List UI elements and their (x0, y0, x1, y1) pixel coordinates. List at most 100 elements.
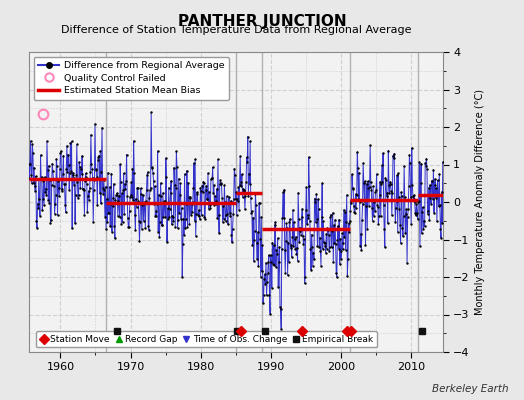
Point (59, 152, 68, 159)
Point (201, 216, 209, 222)
Point (308, 244, 316, 251)
Point (261, 281, 269, 287)
Point (91, 120, 99, 127)
Point (335, 261, 344, 267)
Point (422, 162, 430, 169)
Point (344, 220, 353, 227)
Point (378, 162, 386, 168)
Point (274, 235, 282, 241)
Point (124, 215, 132, 221)
Point (96, 200, 105, 206)
Point (83, 180, 91, 187)
Point (340, 207, 348, 213)
Point (147, 109, 156, 116)
Point (217, 180, 226, 187)
Point (328, 244, 336, 251)
Point (92, 166, 101, 173)
Point (84, 193, 92, 200)
Point (225, 194, 233, 200)
Point (155, 234, 163, 240)
Point (339, 246, 347, 253)
Point (392, 205, 400, 211)
Point (327, 212, 335, 218)
Point (123, 193, 132, 200)
Point (357, 247, 366, 254)
Point (95, 190, 104, 197)
Point (260, 271, 269, 278)
Point (374, 204, 382, 210)
Point (248, 242, 257, 248)
Point (347, 200, 356, 207)
Point (196, 184, 204, 191)
Point (28, 180, 36, 186)
Point (78, 153, 86, 159)
Point (100, 187, 108, 194)
Point (69, 170, 77, 176)
Point (168, 212, 177, 219)
Point (325, 244, 334, 251)
Point (341, 209, 349, 216)
Point (384, 220, 392, 226)
Point (226, 213, 234, 219)
Point (144, 169, 152, 175)
Point (74, 194, 82, 201)
Point (90, 187, 98, 193)
Point (32, 218, 41, 224)
Point (267, 259, 276, 265)
Point (126, 192, 135, 198)
Point (204, 206, 213, 212)
Point (255, 199, 264, 206)
Point (399, 233, 407, 239)
Point (243, 159, 252, 166)
Point (390, 196, 399, 203)
Point (115, 214, 124, 220)
Point (223, 193, 231, 200)
Point (246, 195, 255, 201)
Point (73, 179, 82, 185)
Point (228, 226, 237, 232)
Point (347, 198, 355, 204)
Point (299, 233, 307, 239)
Point (252, 202, 260, 208)
Point (129, 197, 137, 203)
Point (99, 191, 107, 197)
Point (163, 205, 172, 212)
Point (64, 151, 72, 158)
Point (125, 224, 133, 230)
Point (230, 165, 238, 172)
Point (418, 230, 426, 237)
Point (61, 202, 69, 208)
Point (160, 198, 168, 204)
Point (398, 193, 406, 199)
Point (427, 200, 435, 207)
Point (385, 190, 394, 197)
Point (128, 194, 136, 200)
Point (77, 166, 85, 173)
Point (264, 259, 272, 266)
Point (417, 160, 425, 167)
Point (402, 210, 410, 217)
Point (185, 194, 194, 201)
Point (273, 250, 281, 257)
Point (432, 185, 441, 191)
Point (343, 273, 352, 279)
Point (35, 176, 43, 182)
Point (228, 239, 236, 246)
Point (432, 194, 440, 201)
Point (222, 211, 231, 218)
Point (219, 203, 227, 209)
Point (266, 310, 274, 317)
Point (345, 218, 354, 225)
Point (424, 208, 432, 214)
Point (407, 221, 416, 227)
Point (342, 219, 351, 226)
Point (303, 212, 312, 218)
Point (149, 170, 157, 176)
Point (410, 199, 419, 205)
Point (415, 159, 423, 166)
Point (94, 154, 103, 160)
Point (416, 243, 424, 249)
Point (25, 175, 34, 181)
Point (303, 221, 311, 227)
Point (47, 216, 55, 223)
